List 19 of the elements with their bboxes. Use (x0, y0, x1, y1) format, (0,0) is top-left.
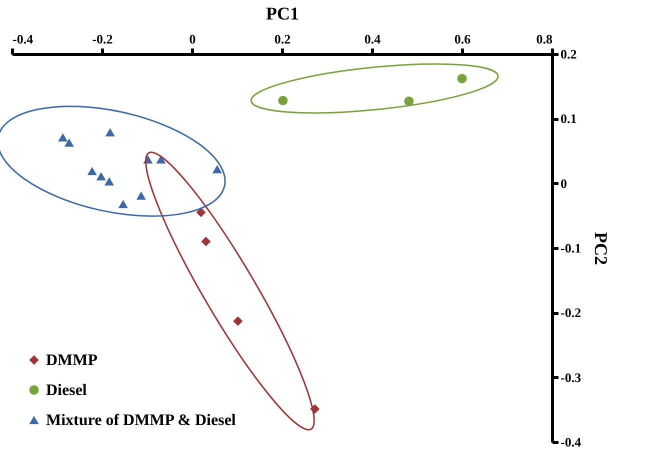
x-tick-label: 0.8 (536, 32, 553, 46)
y-tick-label: 0.1 (560, 111, 577, 126)
x-tick-label: -0.2 (92, 32, 113, 46)
y-tick-label: 0 (560, 176, 567, 191)
legend-label: DMMP (46, 352, 98, 369)
y-tick-label: -0.1 (560, 240, 582, 256)
x-tick-label: 0.4 (364, 32, 382, 46)
y-axis-title: PC2 (591, 232, 612, 265)
x-tick-label: -0.4 (12, 32, 34, 46)
y-tick-label: -0.2 (560, 305, 582, 320)
y-tick-label: 0.2 (560, 46, 577, 62)
x-tick-label: 0.2 (274, 32, 291, 46)
x-axis-title: PC1 (266, 4, 299, 24)
x-tick-label: 0.6 (454, 32, 472, 46)
x-tick-label: 0 (189, 32, 196, 46)
legend-label: Diesel (46, 382, 88, 399)
legend-label: Mixture of DMMP & Diesel (46, 412, 236, 429)
y-tick-label: -0.3 (560, 370, 582, 385)
y-tick-label: -0.4 (560, 434, 582, 450)
